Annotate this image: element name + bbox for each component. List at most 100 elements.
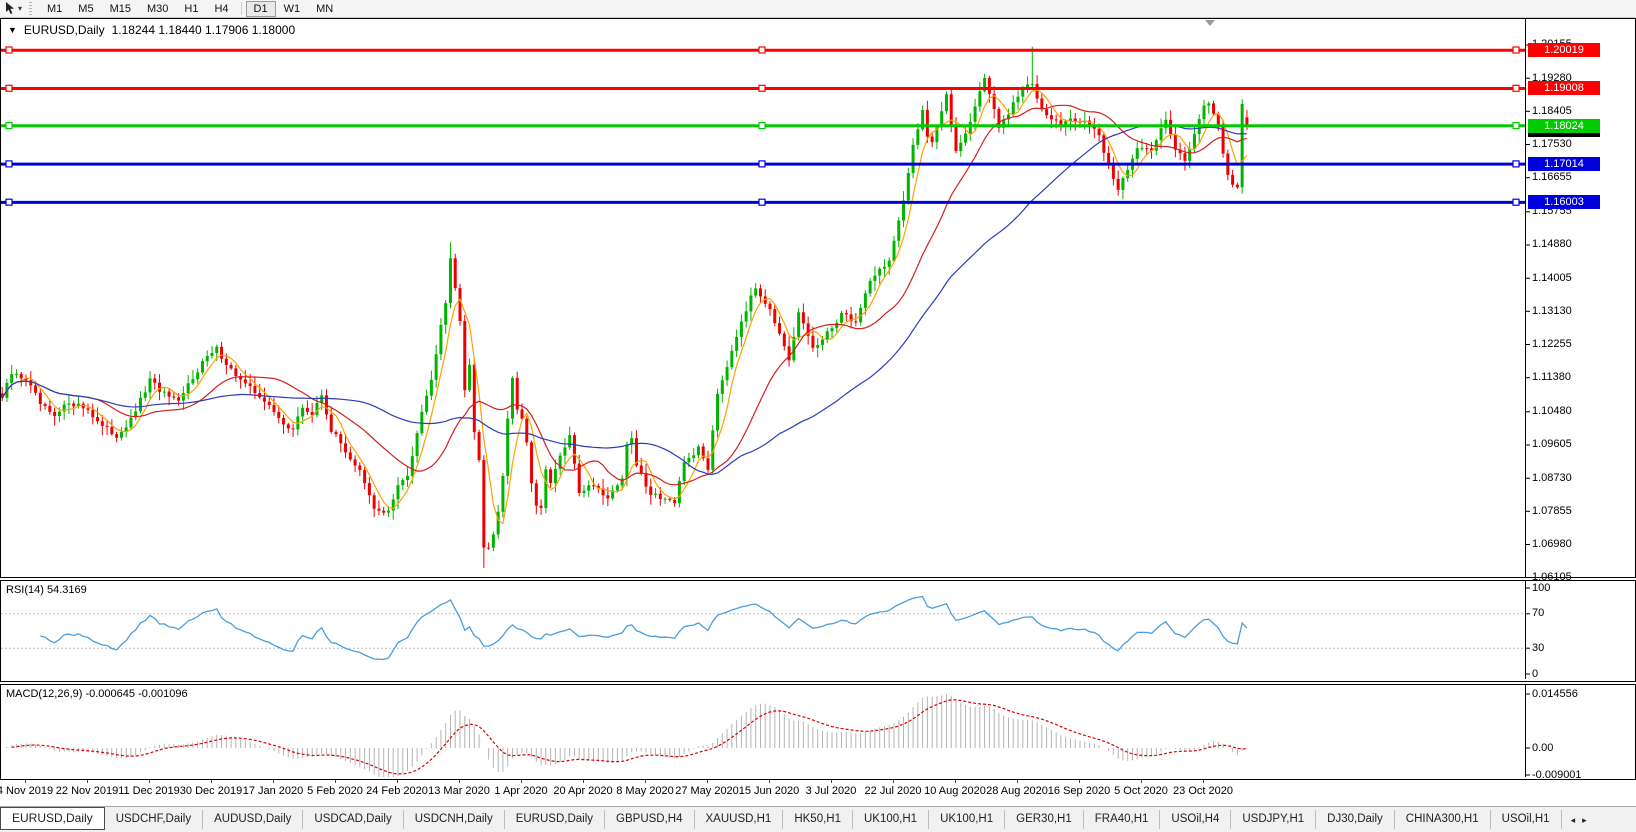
time-axis-tick (211, 780, 212, 783)
timeframe-button-h4[interactable]: H4 (214, 2, 229, 15)
timeframe-button-m30[interactable]: M30 (146, 2, 169, 15)
time-axis-label: 23 Oct 2020 (1173, 785, 1233, 797)
time-axis-tick (335, 780, 336, 783)
timeframe-button-d1[interactable]: D1 (245, 0, 276, 17)
timeframe-button-m5[interactable]: M5 (78, 2, 94, 15)
time-axis-tick (645, 780, 646, 783)
time-axis-label: 5 Oct 2020 (1114, 785, 1168, 797)
chart-tab-gbpusd-h4[interactable]: GBPUSD,H4 (605, 810, 695, 829)
price-axis-label: 1.14880 (1532, 238, 1572, 251)
time-axis-tick (1079, 780, 1080, 783)
chart-shift-marker-icon[interactable] (1205, 20, 1215, 26)
toolbar-separator (240, 2, 242, 15)
toolbar: ▾ M1 M5 M15 M30 H1 H4 D1 W1 MN (0, 0, 1636, 18)
chart-title: ▼ EURUSD,Daily 1.18244 1.18440 1.17906 1… (8, 23, 295, 37)
chart-tab-audusd-daily[interactable]: AUDUSD,Daily (203, 810, 304, 829)
time-axis-label: 24 Feb 2020 (366, 785, 428, 797)
chart-tab-dj30-daily[interactable]: DJ30,Daily (1316, 810, 1395, 829)
chart-tab-bar: EURUSD,Daily USDCHF,Daily AUDUSD,Daily USDC… (0, 806, 1636, 832)
chart-tab-usdcad-daily[interactable]: USDCAD,Daily (303, 810, 404, 829)
time-axis-tick (25, 780, 26, 783)
hline-price-badge: 1.16003 (1528, 195, 1600, 210)
chart-tab-usdcnh-daily[interactable]: USDCNH,Daily (404, 810, 505, 829)
price-axis-label: 1.10480 (1532, 405, 1572, 418)
chart-tab-hk50-h1[interactable]: HK50,H1 (783, 810, 853, 829)
time-axis-tick (1141, 780, 1142, 783)
time-axis-label: 4 Nov 2019 (0, 785, 54, 797)
chart-symbol-label: EURUSD,Daily (23, 23, 105, 37)
time-axis[interactable]: 4 Nov 2019 22 Nov 2019 11 Dec 2019 30 Dec 2… (0, 780, 1636, 806)
timeframe-button-mn[interactable]: MN (316, 2, 334, 15)
time-axis-tick (707, 780, 708, 783)
macd-label: MACD(12,26,9) -0.000645 -0.001096 (6, 688, 188, 700)
chart-tab-uk100-h1[interactable]: UK100,H1 (853, 810, 930, 829)
timeframe-button-h1[interactable]: H1 (184, 2, 199, 15)
rsi-pane[interactable]: RSI(14) 54.3169 100 70 30 0 (0, 580, 1636, 682)
chart-tab-ger30-h1[interactable]: GER30,H1 (1005, 810, 1084, 829)
timeframe-buttons: M1 M5 M15 M30 H1 H4 D1 W1 MN (39, 0, 341, 17)
price-axis-label: 1.07855 (1532, 504, 1572, 517)
chart-tab-usoil-h4[interactable]: USOil,H4 (1160, 810, 1232, 829)
chart-tab-eurusd-daily[interactable]: EURUSD,Daily (505, 810, 606, 829)
price-axis-label: 1.08730 (1532, 471, 1572, 484)
main-chart-pane[interactable]: ▼ EURUSD,Daily 1.18244 1.18440 1.17906 1… (0, 18, 1636, 583)
tab-scroll-right-icon[interactable]: ▸ (1582, 815, 1587, 825)
time-axis-tick (149, 780, 150, 783)
time-axis-label: 17 Jan 2020 (242, 785, 304, 797)
rsi-axis-label: 100 (1532, 581, 1551, 594)
rsi-label: RSI(14) 54.3169 (6, 584, 87, 596)
hline-price-badge: 1.18024 (1528, 118, 1600, 133)
time-axis-label: 22 Jul 2020 (864, 785, 922, 797)
price-axis-label: 1.12255 (1532, 338, 1572, 351)
time-axis-tick (459, 780, 460, 783)
chart-tab-xauusd-h1[interactable]: XAUUSD,H1 (695, 810, 784, 829)
hline-price-badge: 1.20019 (1528, 43, 1600, 58)
chart-tab-uk100-h1[interactable]: UK100,H1 (929, 810, 1006, 829)
macd-chart (6, 685, 1530, 777)
timeframe-button-m1[interactable]: M1 (47, 2, 63, 15)
tab-scroll-left-icon[interactable]: ◂ (1570, 815, 1576, 825)
price-axis-label: 1.17530 (1532, 138, 1572, 151)
price-axis-label: 1.16655 (1532, 171, 1572, 184)
cursor-tool-icon[interactable] (2, 2, 18, 16)
time-axis-tick (1203, 780, 1204, 783)
chart-tab-china300-h1[interactable]: CHINA300,H1 (1395, 810, 1491, 829)
time-axis-label: 20 Apr 2020 (553, 785, 613, 797)
chart-tab-eurusd-daily[interactable]: EURUSD,Daily (0, 807, 105, 830)
price-axis-label: 1.06980 (1532, 538, 1572, 551)
chart-tab-fra40-h1[interactable]: FRA40,H1 (1084, 810, 1161, 829)
rsi-chart (1, 581, 1530, 679)
symbol-dropdown-icon[interactable]: ▼ (8, 25, 17, 35)
time-axis-label: 8 May 2020 (616, 785, 674, 797)
price-axis-label: 1.18405 (1532, 104, 1572, 117)
price-axis-label: 1.11380 (1532, 371, 1571, 384)
macd-pane[interactable]: MACD(12,26,9) -0.000645 -0.001096 0.0145… (0, 684, 1636, 781)
cursor-tool-dropdown-icon[interactable]: ▾ (18, 4, 23, 13)
price-axis-label: 1.19280 (1532, 71, 1572, 84)
hline-price-badge: 1.17014 (1528, 157, 1600, 172)
price-axis-label: 1.14005 (1532, 271, 1572, 284)
time-axis-label: 1 Apr 2020 (494, 785, 548, 797)
chart-tab-usdjpy-h1[interactable]: USDJPY,H1 (1231, 810, 1317, 829)
time-axis-label: 13 Mar 2020 (428, 785, 490, 797)
time-axis-label: 10 Aug 2020 (924, 785, 986, 797)
macd-axis-label: 0.00 (1532, 741, 1554, 754)
chart-ohlc-values: 1.18244 1.18440 1.17906 1.18000 (111, 23, 296, 37)
time-axis-tick (521, 780, 522, 783)
timeframe-button-w1[interactable]: W1 (283, 2, 301, 15)
time-axis-tick (583, 780, 584, 783)
chart-tab-usoil-h1[interactable]: USOil,H1 (1491, 810, 1562, 829)
time-axis-label: 27 May 2020 (675, 785, 739, 797)
tab-scroll-arrows: ◂ ▸ (1568, 815, 1590, 826)
time-axis-tick (397, 780, 398, 783)
candlestick-chart (1, 19, 1530, 577)
macd-axis-label: 0.014556 (1532, 687, 1578, 700)
time-axis-tick (831, 780, 832, 783)
hline-price-badge: 1.19008 (1528, 81, 1600, 96)
macd-axis-label: -0.009001 (1532, 769, 1582, 781)
rsi-axis-label: 70 (1532, 607, 1545, 620)
toolbar-grip[interactable] (29, 2, 33, 15)
timeframe-button-m15[interactable]: M15 (109, 2, 131, 15)
chart-tab-usdchf-daily[interactable]: USDCHF,Daily (105, 810, 204, 829)
